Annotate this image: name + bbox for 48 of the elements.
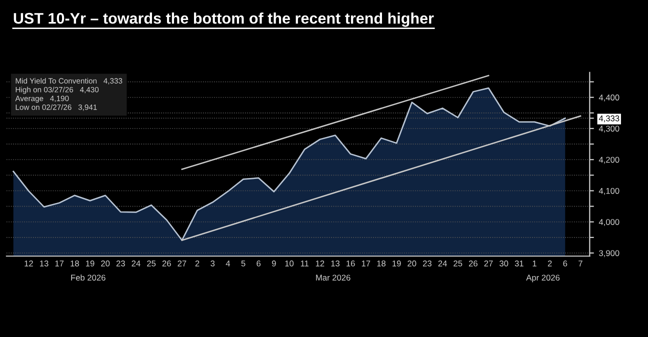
x-tick-label: 16	[346, 260, 355, 266]
x-tick-label: 18	[377, 260, 386, 266]
x-tick-label: 17	[362, 260, 370, 266]
x-tick-label: 1	[532, 260, 536, 266]
x-tick-label: 26	[162, 260, 171, 266]
x-tick-label: 19	[392, 260, 401, 266]
x-tick-label: 9	[272, 260, 276, 266]
x-tick-label: 24	[438, 260, 447, 266]
x-tick-label: 27	[484, 260, 493, 266]
y-tick-label: 4,000	[598, 219, 620, 226]
x-tick-label: 6	[256, 260, 261, 266]
x-tick-label: 20	[101, 260, 110, 266]
x-tick-label: 23	[116, 260, 125, 266]
x-tick-label: 18	[70, 260, 79, 266]
y-tick-label: 4,100	[598, 188, 620, 195]
x-tick-label: 19	[86, 260, 94, 266]
text: Feb 2026	[71, 274, 106, 281]
y-tick-label: 4,400	[598, 94, 620, 102]
x-tick-label: 26	[468, 260, 478, 266]
x-tick-label: 4	[226, 260, 230, 266]
text: Apr 2026	[526, 274, 560, 282]
x-tick-label: 11	[300, 260, 309, 266]
text: Mar 2026	[316, 274, 350, 281]
x-tick-label: 12	[24, 260, 33, 266]
x-tick-label: 7	[578, 260, 582, 266]
x-tick-label: 5	[241, 260, 246, 266]
x-tick-label: 12	[316, 260, 324, 266]
x-tick-label: 23	[422, 260, 432, 266]
x-tick-label: 10	[285, 260, 294, 266]
y-tick-label: 4,300	[598, 126, 620, 133]
x-tick-label: 2	[195, 260, 200, 266]
chart-title: UST 10-Yr – towards the bottom of the recent trend higher	[14, 12, 434, 27]
x-tick-label: 20	[408, 260, 416, 266]
y-tick-label: 3,900	[599, 250, 620, 258]
x-tick-label: 27	[178, 260, 186, 266]
x-tick-label: 13	[331, 260, 340, 266]
x-tick-label: 30	[500, 260, 508, 266]
x-tick-label: 17	[55, 260, 64, 266]
y-tick-label: 4,333	[598, 115, 620, 122]
x-tick-label: 2	[548, 260, 552, 266]
x-tick-label: 3	[210, 260, 215, 266]
y-tick-label: 4,200	[598, 156, 620, 164]
x-tick-label: 25	[147, 260, 156, 266]
x-tick-label: 6	[563, 260, 568, 266]
x-tick-label: 25	[454, 260, 462, 266]
x-tick-label: 13	[40, 260, 48, 266]
x-tick-label: 31	[514, 260, 524, 266]
x-tick-label: 24	[132, 260, 140, 266]
